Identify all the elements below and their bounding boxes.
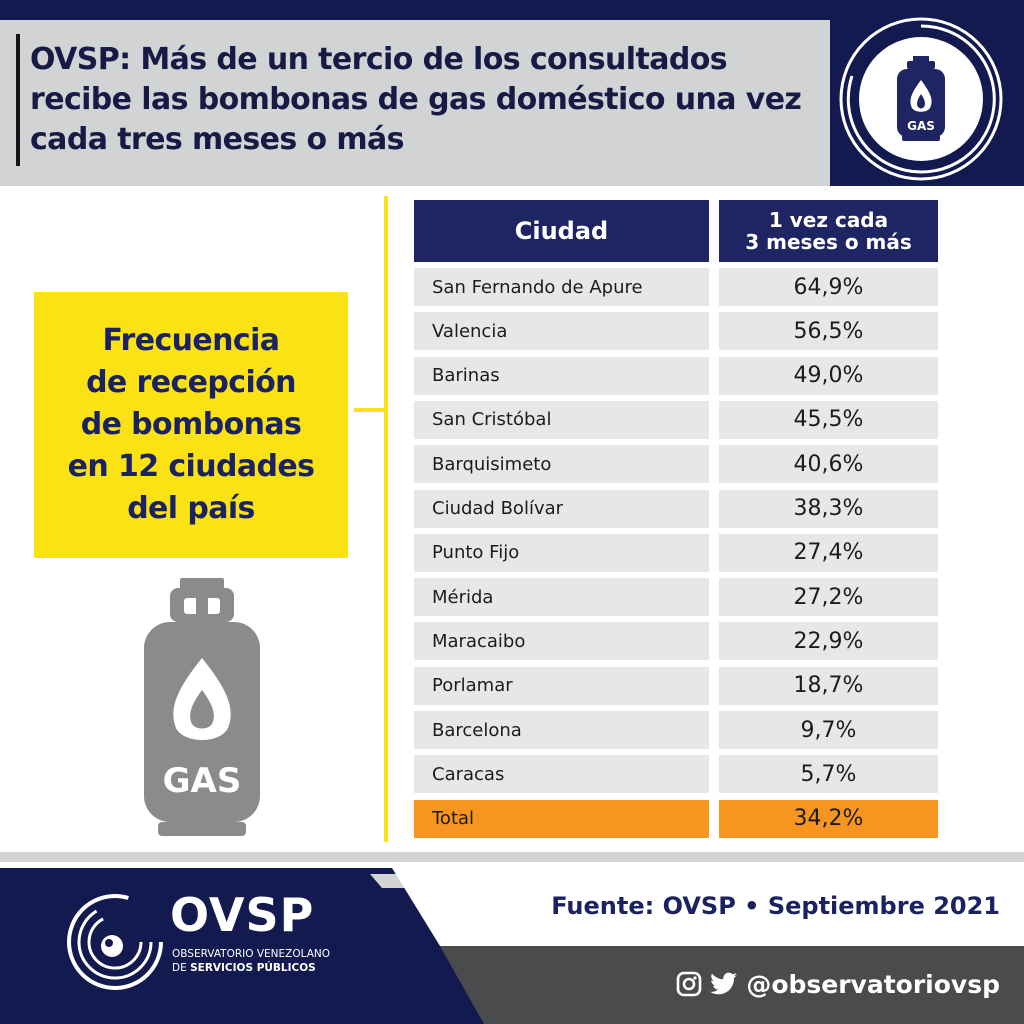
gas-cylinder-label: GAS [163, 761, 242, 801]
value-cell: 9,7% [719, 711, 938, 749]
city-cell: San Fernando de Apure [414, 268, 709, 306]
table-row: Caracas 5,7% [414, 755, 938, 794]
table-row: Valencia 56,5% [414, 312, 938, 351]
table-row: Mérida 27,2% [414, 578, 938, 617]
gas-badge-icon: GAS [839, 17, 1003, 181]
city-cell: Punto Fijo [414, 533, 709, 572]
city-cell: Mérida [414, 578, 709, 617]
table-row: Ciudad Bolívar 38,3% [414, 489, 938, 528]
total-row: Total 34,2% [414, 799, 938, 838]
city-cell: Maracaibo [414, 622, 709, 661]
twitter-icon[interactable] [710, 972, 738, 996]
value-cell: 5,7% [719, 755, 938, 794]
value-cell: 22,9% [719, 622, 938, 661]
table-row: Barinas 49,0% [414, 356, 938, 395]
table-row: Maracaibo 22,9% [414, 622, 938, 661]
subtitle-text: Frecuencia de recepción de bombonas en 1… [67, 323, 315, 526]
social-handles: @observatoriovsp [640, 964, 1000, 1004]
footer-rule [0, 852, 1024, 862]
column-header-city: Ciudad [414, 200, 709, 262]
city-cell: San Cristóbal [414, 400, 709, 439]
table-row: Punto Fijo 27,4% [414, 533, 938, 572]
value-cell: 18,7% [719, 666, 938, 705]
table-row: Porlamar 18,7% [414, 666, 938, 705]
total-label: Total [414, 799, 709, 838]
city-cell: Barcelona [414, 711, 709, 749]
title-accent-bar [16, 34, 20, 166]
value-cell: 49,0% [719, 356, 938, 395]
value-cell: 27,2% [719, 578, 938, 617]
divider-line [384, 196, 388, 842]
column-header-frequency: 1 vez cada 3 meses o más [719, 200, 938, 262]
gas-badge-label: GAS [907, 119, 935, 133]
page-title: OVSP: Más de un tercio de los consultado… [30, 42, 802, 157]
city-cell: Caracas [414, 755, 709, 794]
city-cell: Porlamar [414, 666, 709, 705]
value-cell: 45,5% [719, 400, 938, 439]
value-cell: 64,9% [719, 268, 938, 306]
header-title-panel [0, 20, 830, 186]
logo-name: OVSP [170, 888, 315, 942]
social-handle[interactable]: @observatoriovsp [746, 969, 1000, 999]
table-row: Barcelona 9,7% [414, 711, 938, 749]
city-cell: Barinas [414, 356, 709, 395]
value-cell: 56,5% [719, 312, 938, 351]
ovsp-logo: OVSP OBSERVATORIO VENEZOLANO DE SERVICIO… [60, 880, 360, 1010]
table-row: San Fernando de Apure 64,9% [414, 268, 938, 306]
table-row: Barquisimeto 40,6% [414, 445, 938, 484]
source-text: Fuente: OVSP • Septiembre 2021 [551, 892, 1000, 920]
city-cell: Valencia [414, 312, 709, 351]
connector-line [354, 408, 384, 412]
value-cell: 38,3% [719, 489, 938, 528]
gas-cylinder-icon: GAS [144, 578, 260, 836]
table-row: San Cristóbal 45,5% [414, 400, 938, 439]
instagram-icon[interactable] [676, 971, 702, 997]
value-cell: 40,6% [719, 445, 938, 484]
total-value: 34,2% [719, 799, 938, 838]
city-cell: Barquisimeto [414, 445, 709, 484]
logo-subtitle-1: OBSERVATORIO VENEZOLANO [172, 948, 331, 960]
ovsp-logo-icon [67, 894, 163, 990]
value-cell: 27,4% [719, 533, 938, 572]
subtitle-box: Frecuencia de recepción de bombonas en 1… [34, 292, 348, 558]
source-panel [392, 868, 1024, 946]
logo-subtitle-2: DE SERVICIOS PÚBLICOS [172, 962, 316, 974]
city-cell: Ciudad Bolívar [414, 489, 709, 528]
